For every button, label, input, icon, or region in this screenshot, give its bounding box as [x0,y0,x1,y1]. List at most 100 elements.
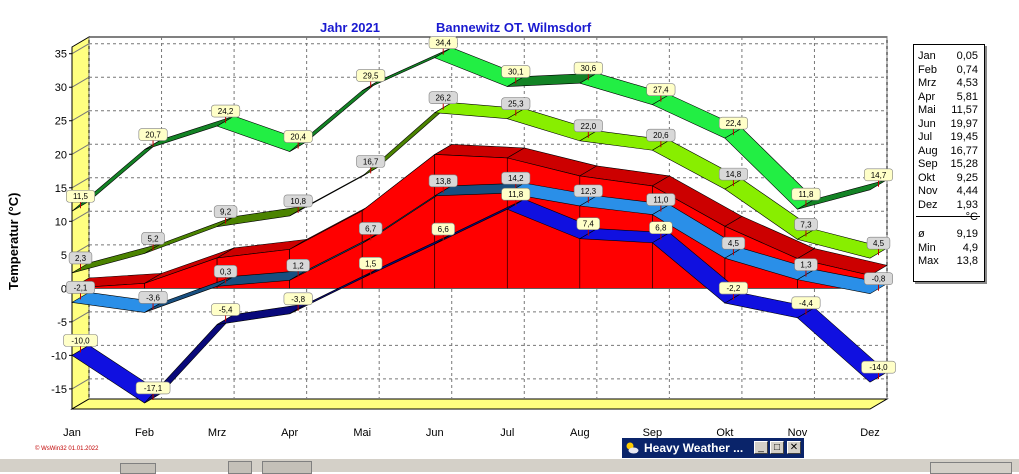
chart-axes: 35 30 25 20 15 10 5 0 -5 -10 -15 Jan Feb Mrz Apr Mai Jun… [51,47,880,439]
data-label: 20,7 [145,131,161,140]
data-label: 11,0 [653,196,669,205]
data-label: -4,4 [799,299,813,308]
data-label: 14,8 [726,170,742,179]
station-name: Bannewitz OT. Wilmsdorf [436,20,592,35]
legend-stat-row: Min 4,9 [914,242,980,255]
y-axis-label: Temperatur (°C) [6,192,21,290]
legend-value: 19,97 [950,117,978,130]
monthly-mean-legend: Jan 0,05 Feb 0,74 Mrz 4,53 Apr 5,81 Mai 11,57 Jun 1… [913,44,985,282]
data-label: 25,3 [508,100,524,109]
data-label-box [68,251,93,265]
data-label: -3,6 [146,293,160,302]
data-label: 6,7 [365,224,377,233]
x-tick-label: Aug [570,427,590,439]
x-tick-label: Jul [500,427,514,439]
legend-stat-row: ø 9,19 [914,228,980,241]
legend-stat-value: 9,19 [956,228,978,240]
data-label: -14,0 [869,363,888,372]
legend-row-aug: Aug 16,77 [914,145,980,158]
data-label: 1,5 [365,259,377,268]
y-tick-label: 35 [55,49,67,61]
x-tick-label: Dez [860,427,880,439]
series-mean-max [71,102,888,274]
taskbar-item[interactable] [120,463,156,474]
legend-month: Jun [918,117,936,130]
grid-line-side [71,110,90,122]
data-label: 11,8 [508,190,524,199]
data-label: 20,4 [290,133,306,142]
legend-row-sep: Sep 15,28 [914,158,980,171]
data-label: -3,8 [291,295,305,304]
legend-month: Mai [918,104,936,116]
legend-row-nov: Nov 4,44 [914,185,980,198]
window-title: Heavy Weather ... [644,441,744,455]
data-label: 6,8 [655,224,667,233]
legend-month: Dez [918,198,938,211]
data-label: 30,6 [581,64,597,73]
legend-month: Nov [918,185,938,197]
taskbar [0,458,1019,474]
y-tick-label: -5 [57,317,67,329]
data-label: -5,4 [219,306,233,315]
data-label: 1,2 [293,261,305,270]
legend-value: 9,25 [956,171,978,184]
data-label: 30,1 [508,68,524,77]
legend-value: 1,93 [956,198,978,211]
y-tick-label: -15 [51,384,67,396]
footer-copyright: © WsWin32 01.01.2022 [35,446,99,452]
y-tick-label: 20 [55,149,67,161]
legend-value: 4,44 [956,185,978,197]
data-label: 0,3 [220,267,232,276]
minimize-button[interactable]: _ [754,441,768,454]
legend-stat-value: 4,9 [962,241,978,254]
legend-month: Jan [918,50,936,62]
legend-stat-row: Max 13,8 [914,255,980,268]
x-tick-label: Okt [716,427,733,439]
grid-line-side [71,177,90,189]
chart-floor-plane [70,398,889,410]
data-label: -2,1 [74,283,88,292]
legend-unit: °C [914,211,980,224]
x-tick-label: Mai [353,427,371,439]
grid-line-side [71,311,90,323]
x-tick-label: Sep [643,427,663,439]
legend-month: Feb [918,63,937,76]
legend-month: Jul [918,131,933,143]
y-tick-label: 25 [55,116,67,128]
legend-month: Sep [918,158,938,170]
maximize-button[interactable]: □ [770,441,784,454]
taskbar-item[interactable] [228,461,252,474]
data-label: 14,7 [871,171,887,180]
data-label: 7,3 [800,220,812,229]
taskbar-item[interactable] [262,461,312,474]
legend-value: 11,57 [951,104,978,116]
legend-month: Okt [918,171,936,184]
grid-line-side [71,43,90,55]
chart-bands [71,47,888,404]
data-label: 10,8 [290,197,306,206]
legend-row-mai: Mai 11,57 [914,104,980,117]
data-label: 1,3 [800,261,812,270]
legend-row-jul: Jul 19,45 [914,131,980,144]
legend-stat-name: ø [918,228,925,240]
sun-cloud-icon [626,442,639,454]
legend-row-jun: Jun 19,97 [914,118,980,131]
x-tick-label: Jun [426,427,444,439]
legend-value: 16,77 [950,144,978,157]
close-button[interactable]: ✕ [787,441,801,454]
data-label: 22,4 [726,119,742,128]
chart-labels: 11,5 20,7 24,2 20,4 29,5 34,4 30,1 30,6 27,4 22,4… [63,36,896,400]
data-label: 27,4 [653,86,669,95]
data-label: 7,4 [583,220,595,229]
y-tick-label: 0 [61,283,67,295]
data-label: 14,2 [508,174,524,183]
legend-month: Apr [918,90,936,103]
legend-value: 15,28 [950,158,978,170]
data-label: -10,0 [71,336,90,345]
taskbar-clock [930,462,1012,474]
x-tick-label: Nov [788,427,808,439]
minimized-window-heavy-weather[interactable]: Heavy Weather ... _ □ ✕ [622,438,804,458]
legend-value: 5,81 [956,90,978,103]
data-label: 5,2 [147,234,159,243]
legend-row-apr: Apr 5,81 [914,91,980,104]
